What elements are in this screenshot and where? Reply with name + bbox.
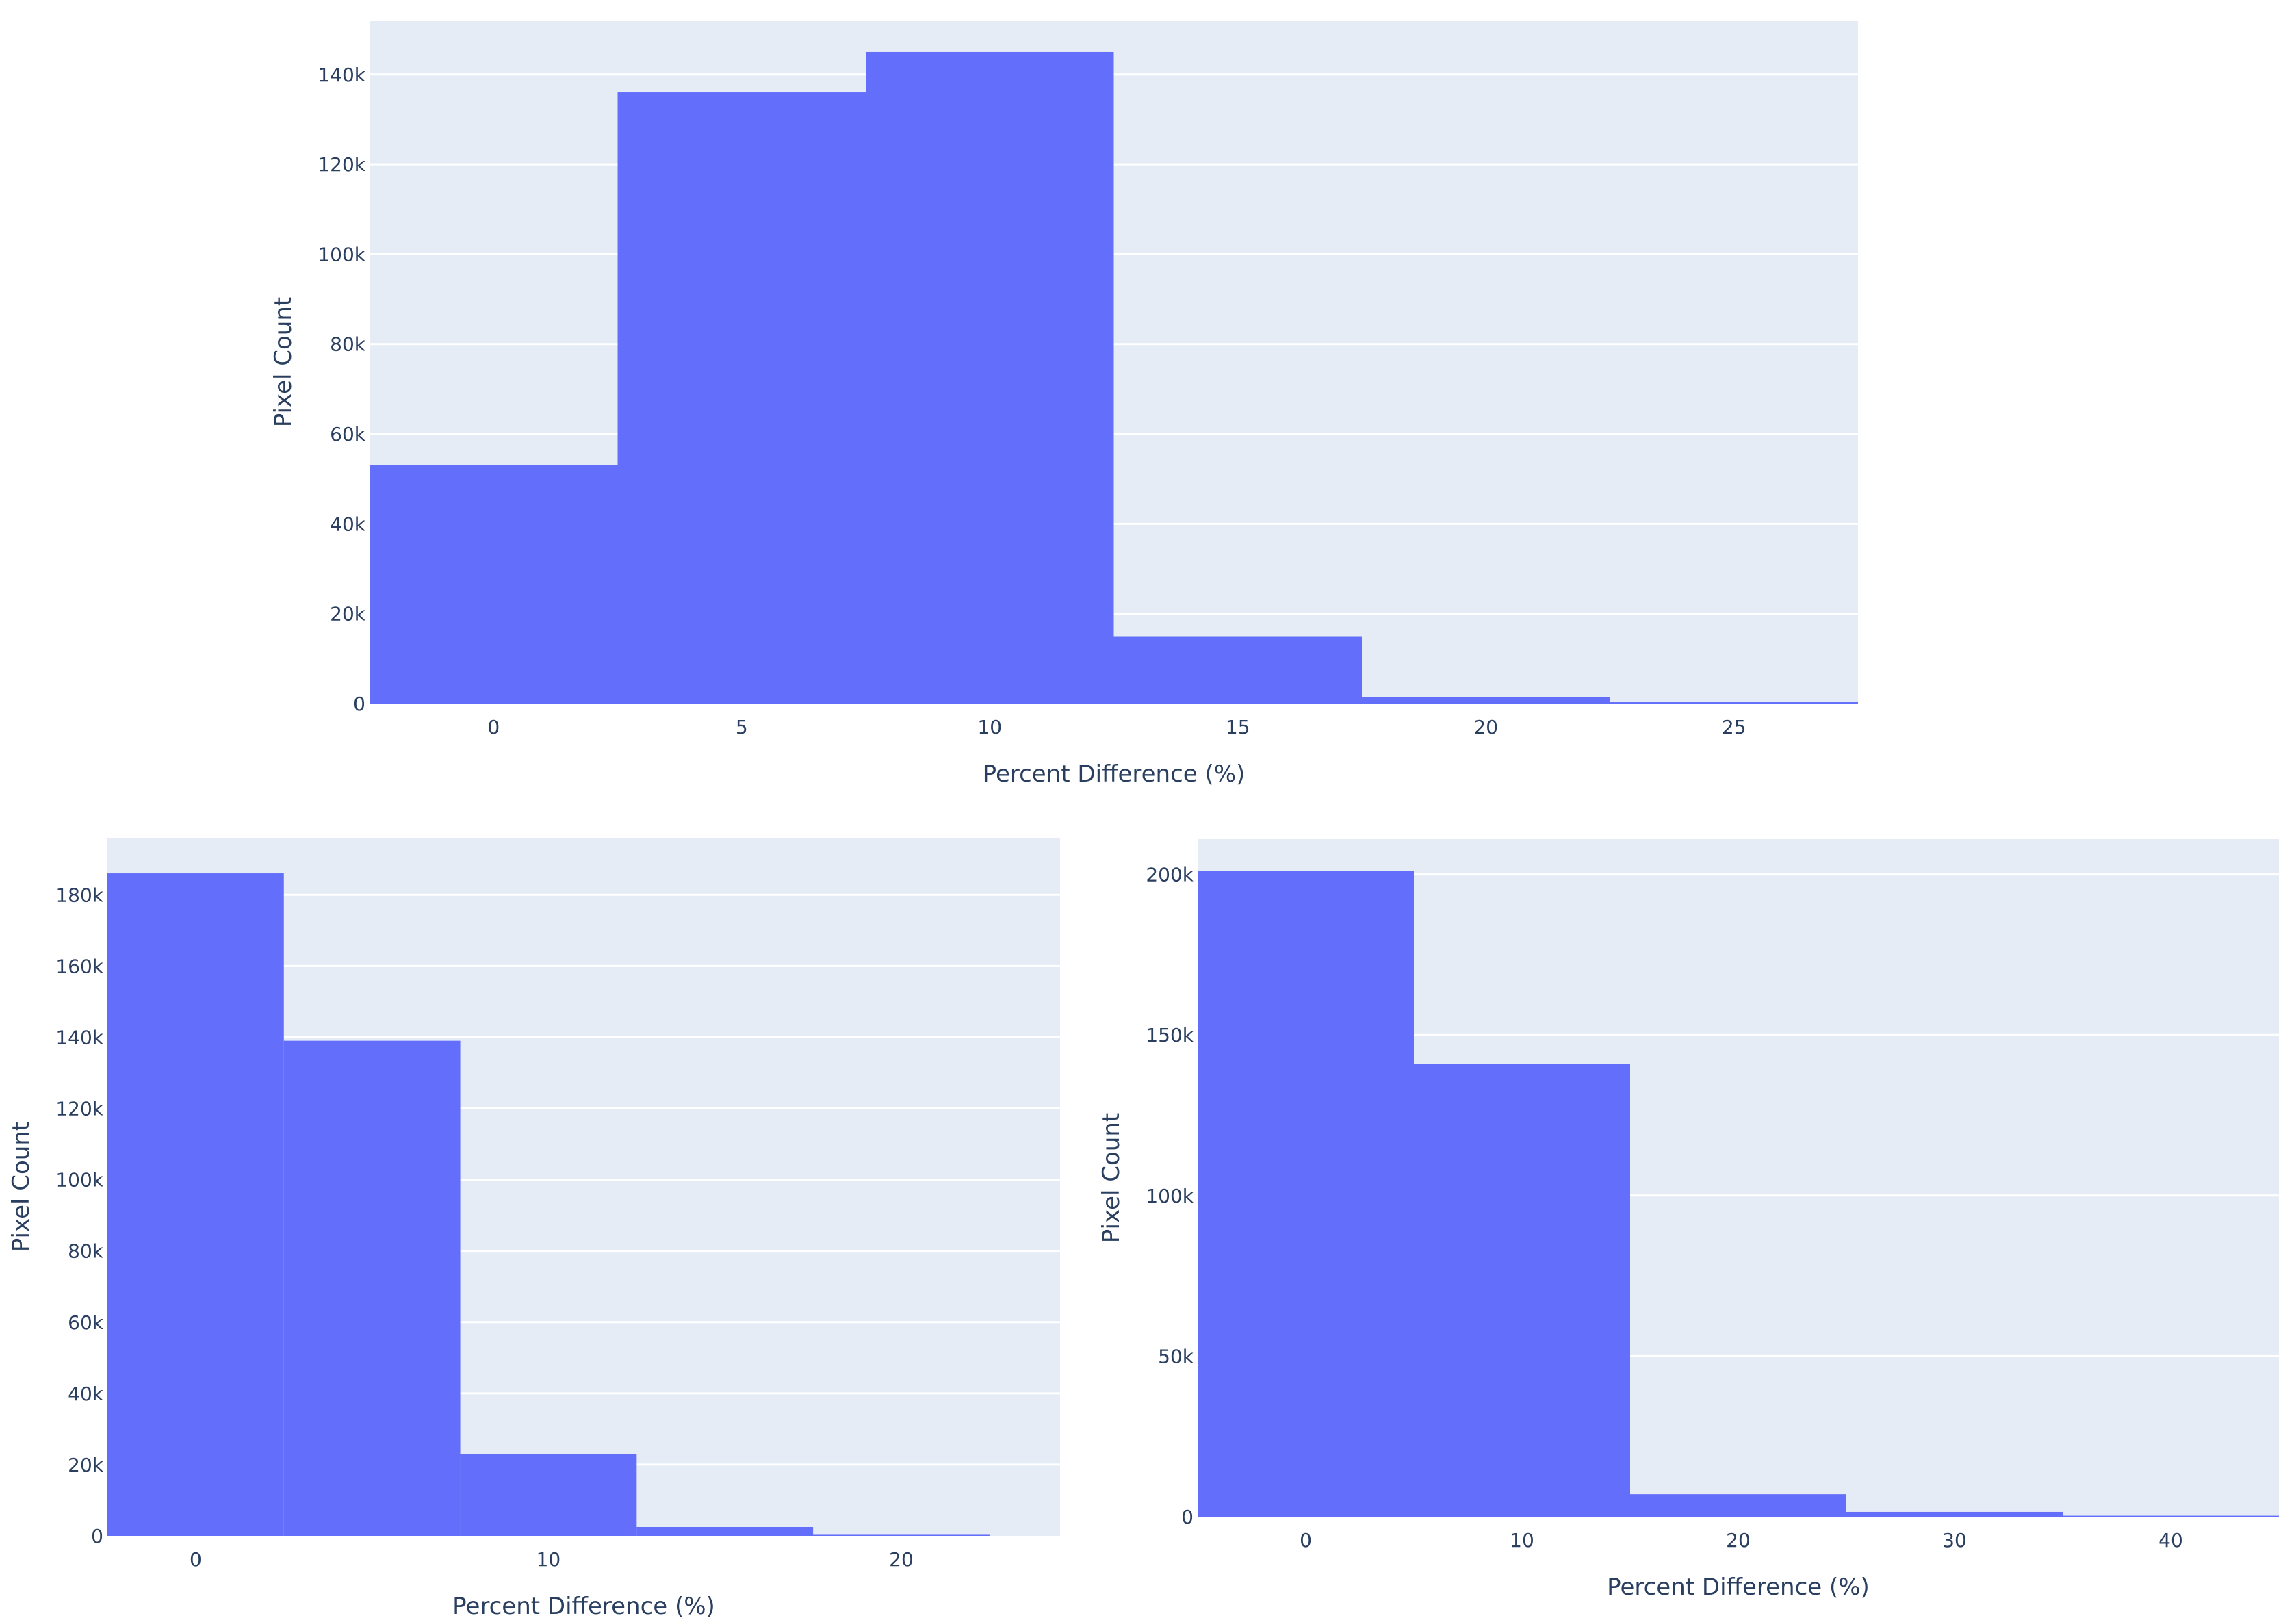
histogram-bar <box>1414 1064 1630 1517</box>
y-tick-label: 120k <box>55 1098 103 1120</box>
x-tick-label: 20 <box>1473 716 1498 739</box>
chart-bottom-right: 0 50k 100k 150k 200k 0 10 20 30 40 Percent Diffe… <box>1098 839 2279 1601</box>
histogram-bar <box>107 873 284 1536</box>
x-tick-label: 10 <box>977 716 1002 739</box>
y-tick-label: 200k <box>1146 864 1194 886</box>
y-tick-labels: 0 50k 100k 150k 200k <box>1146 864 1194 1528</box>
x-tick-label: 10 <box>1510 1529 1534 1552</box>
y-tick-label: 100k <box>55 1169 103 1192</box>
y-tick-label: 60k <box>330 423 366 446</box>
y-tick-label: 0 <box>353 693 365 715</box>
x-tick-label: 0 <box>1300 1529 1312 1552</box>
histogram-bar <box>1198 871 1414 1517</box>
y-tick-label: 120k <box>318 153 365 176</box>
y-tick-label: 100k <box>1146 1185 1194 1207</box>
x-tick-label: 10 <box>537 1548 561 1571</box>
x-tick-label: 20 <box>889 1548 914 1571</box>
y-tick-label: 100k <box>318 243 365 266</box>
histogram-bar <box>1846 1511 2063 1517</box>
y-tick-labels: 0 20k 40k 60k 80k 100k 120k 140k <box>318 64 365 715</box>
histogram-bar <box>1610 702 1858 704</box>
y-tick-label: 140k <box>318 64 365 86</box>
x-tick-label: 5 <box>736 716 748 739</box>
chart-top: 0 20k 40k 60k 80k 100k 120k 140k 0 5 10 15 20 25 Per… <box>270 21 1858 788</box>
histogram-bar <box>866 51 1114 704</box>
histogram-bar <box>2063 1515 2279 1517</box>
y-tick-label: 140k <box>55 1026 103 1049</box>
histogram-bar <box>1362 697 1610 704</box>
histogram-bar <box>370 465 618 704</box>
histogram-bars <box>370 51 1858 704</box>
x-tick-labels: 0 10 20 30 40 <box>1300 1529 2183 1552</box>
y-tick-label: 60k <box>68 1311 104 1334</box>
x-tick-labels: 0 10 20 <box>190 1548 914 1571</box>
y-tick-label: 20k <box>330 603 366 626</box>
x-axis-title: Percent Difference (%) <box>983 760 1246 788</box>
y-tick-label: 80k <box>68 1240 104 1263</box>
y-tick-label: 50k <box>1158 1345 1194 1367</box>
y-tick-label: 80k <box>330 333 366 356</box>
x-tick-label: 0 <box>190 1548 202 1571</box>
x-tick-label: 20 <box>1726 1529 1751 1552</box>
x-tick-label: 30 <box>1942 1529 1967 1552</box>
histogram-bar <box>1630 1494 1846 1517</box>
y-tick-label: 0 <box>91 1525 103 1548</box>
x-tick-label: 25 <box>1722 716 1746 739</box>
x-tick-label: 0 <box>487 716 500 739</box>
y-tick-label: 0 <box>1181 1506 1194 1528</box>
x-tick-label: 15 <box>1226 716 1250 739</box>
y-axis-title: Pixel Count <box>1098 1113 1125 1243</box>
histogram-bar <box>283 1040 461 1536</box>
x-axis-title: Percent Difference (%) <box>452 1593 715 1618</box>
histogram-bar <box>636 1526 814 1536</box>
y-axis-title: Pixel Count <box>270 297 297 427</box>
x-tick-label: 40 <box>2158 1529 2183 1552</box>
histogram-bars <box>107 873 990 1536</box>
histogram-bar <box>1113 636 1362 704</box>
y-axis-title: Pixel Count <box>8 1122 35 1252</box>
histogram-bar <box>813 1534 990 1536</box>
x-tick-labels: 0 5 10 15 20 25 <box>487 716 1746 739</box>
histogram-bar <box>460 1454 637 1536</box>
y-tick-label: 20k <box>68 1454 104 1476</box>
y-tick-label: 40k <box>330 513 366 535</box>
x-axis-title: Percent Difference (%) <box>1607 1574 1870 1601</box>
y-tick-label: 40k <box>68 1383 104 1405</box>
y-tick-label: 160k <box>55 955 103 977</box>
y-tick-label: 150k <box>1146 1024 1194 1046</box>
histogram-bar <box>617 92 866 704</box>
y-tick-labels: 0 20k 40k 60k 80k 100k 120k 140k 160k 180k <box>55 884 103 1548</box>
histogram-bars <box>1198 871 2279 1517</box>
y-tick-label: 180k <box>55 884 103 906</box>
